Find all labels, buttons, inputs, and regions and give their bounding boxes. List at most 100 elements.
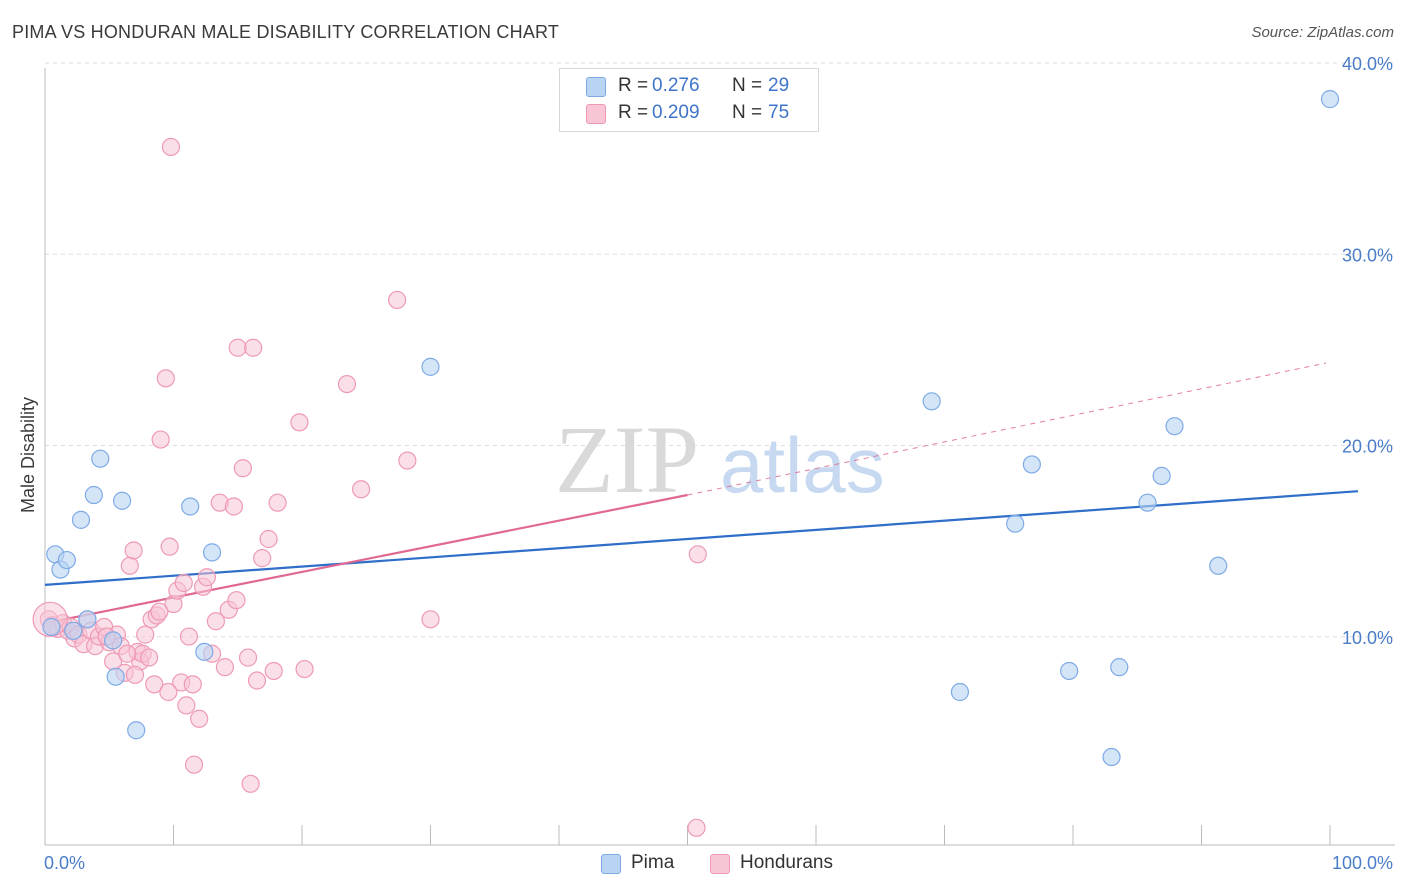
hondurans-point-49 xyxy=(238,648,258,667)
hondurans-point-50 xyxy=(244,338,263,357)
pima-n-label: N = xyxy=(732,75,763,96)
pima-r-label: R = xyxy=(618,75,649,96)
hondurans-r-value: 0.209 xyxy=(652,102,700,123)
hondurans-point-42 xyxy=(206,612,226,631)
hondurans-point-68 xyxy=(174,573,193,593)
chart-title: PIMA VS HONDURAN MALE DISABILITY CORRELA… xyxy=(12,22,560,42)
trend-lines xyxy=(44,362,1359,625)
pima-point-6 xyxy=(91,449,110,468)
x-tick-label-1: 100.0% xyxy=(1332,853,1393,873)
hondurans-point-30 xyxy=(156,369,175,388)
pima-point-13 xyxy=(202,543,222,562)
hondurans-point-56 xyxy=(290,413,309,432)
pima-point-16 xyxy=(950,682,970,702)
hondurans-point-27 xyxy=(145,675,164,694)
series-legend-pima-label: Pima xyxy=(631,852,675,873)
hondurans-point-72 xyxy=(150,602,169,621)
gridlines xyxy=(45,62,1395,638)
hondurans-point-55 xyxy=(268,493,287,512)
y-tick-label-2: 30.0% xyxy=(1342,245,1393,265)
pima-point-27 xyxy=(64,621,83,640)
pima-point-21 xyxy=(1110,658,1129,677)
hondurans-point-47 xyxy=(228,338,247,357)
hondurans-swatch xyxy=(586,104,606,124)
hondurans-point-61 xyxy=(398,451,417,470)
pima-point-20 xyxy=(1102,747,1121,767)
hondurans-point-54 xyxy=(264,661,283,681)
hondurans-point-66 xyxy=(184,755,204,774)
hondurans-point-38 xyxy=(190,709,209,728)
hondurans-n-value: 75 xyxy=(768,102,790,123)
hondurans-point-59 xyxy=(352,480,371,499)
y-tick-label-0: 10.0% xyxy=(1342,628,1393,648)
pima-point-9 xyxy=(112,491,132,510)
hondurans-point-37 xyxy=(183,675,202,694)
pima-point-5 xyxy=(84,485,103,505)
pima-point-11 xyxy=(181,497,200,516)
y-axis-label: Male Disability xyxy=(18,397,38,513)
pima-point-25 xyxy=(1209,556,1228,575)
pima-point-15 xyxy=(922,392,941,411)
pima-point-26 xyxy=(1320,90,1340,109)
hondurans-n-label: N = xyxy=(732,102,763,123)
pima-point-18 xyxy=(1022,455,1041,474)
hondurans-point-67 xyxy=(241,774,260,793)
pima-point-7 xyxy=(104,631,123,650)
pima-point-28 xyxy=(78,610,97,629)
series-legend-hondurans-label: Hondurans xyxy=(740,852,833,873)
hondurans-point-60 xyxy=(387,290,407,310)
hondurans-point-20 xyxy=(124,541,143,560)
pima-point-12 xyxy=(195,642,214,661)
y-tick-label-1: 20.0% xyxy=(1342,437,1393,457)
tick-labels: 10.0% 20.0% 30.0% 40.0% 0.0% 100.0% xyxy=(44,54,1393,873)
pima-r-value: 0.276 xyxy=(652,75,700,96)
pima-point-4 xyxy=(71,510,91,529)
series-legend-pima-swatch xyxy=(601,854,621,874)
hondurans-point-57 xyxy=(295,659,314,679)
hondurans-point-69 xyxy=(125,665,145,684)
hondurans-point-51 xyxy=(247,671,267,690)
hondurans-point-70 xyxy=(118,644,137,663)
hondurans-point-44 xyxy=(215,658,234,677)
hondurans-point-19 xyxy=(120,556,139,575)
x-tick-label-0: 0.0% xyxy=(44,853,85,873)
watermark: ZIP atlas xyxy=(555,406,885,513)
pima-swatch xyxy=(586,77,606,97)
hondurans-point-62 xyxy=(421,610,440,629)
series-legend-hondurans-swatch xyxy=(710,854,730,874)
hondurans-point-25 xyxy=(139,648,159,667)
hondurans-point-65 xyxy=(161,137,181,157)
correlation-legend: R = 0.276 N = 29 R = 0.209 N = 75 xyxy=(559,68,819,132)
pima-point-22 xyxy=(1138,493,1157,512)
hondurans-point-53 xyxy=(259,529,278,549)
pima-trend-line xyxy=(44,490,1359,586)
hondurans-trend-line xyxy=(44,493,688,625)
hondurans-point-31 xyxy=(160,537,179,556)
hondurans-point-35 xyxy=(177,696,196,715)
hondurans-points xyxy=(32,137,707,837)
pima-point-17 xyxy=(1006,514,1025,533)
y-tick-label-3: 40.0% xyxy=(1342,54,1393,74)
pima-point-8 xyxy=(106,667,125,686)
watermark-zip: ZIP xyxy=(555,406,699,513)
pima-point-23 xyxy=(1152,466,1171,485)
watermark-atlas: atlas xyxy=(720,421,885,509)
source-label: Source: ZipAtlas.com xyxy=(1251,24,1394,41)
pima-points xyxy=(42,90,1340,767)
pima-point-14 xyxy=(421,357,440,376)
axes xyxy=(44,68,1395,846)
hondurans-point-74 xyxy=(159,682,178,702)
pima-point-3 xyxy=(57,550,76,570)
pima-n-value: 29 xyxy=(768,75,790,96)
hondurans-point-29 xyxy=(151,430,170,449)
hondurans-point-63 xyxy=(687,818,706,837)
pima-point-10 xyxy=(127,721,146,740)
hondurans-point-58 xyxy=(337,374,357,394)
hondurans-point-48 xyxy=(233,459,252,478)
hondurans-point-46 xyxy=(224,497,243,516)
hondurans-point-40 xyxy=(197,568,217,587)
hondurans-point-36 xyxy=(179,627,199,646)
pima-point-19 xyxy=(1060,661,1079,681)
hondurans-point-24 xyxy=(136,625,155,644)
